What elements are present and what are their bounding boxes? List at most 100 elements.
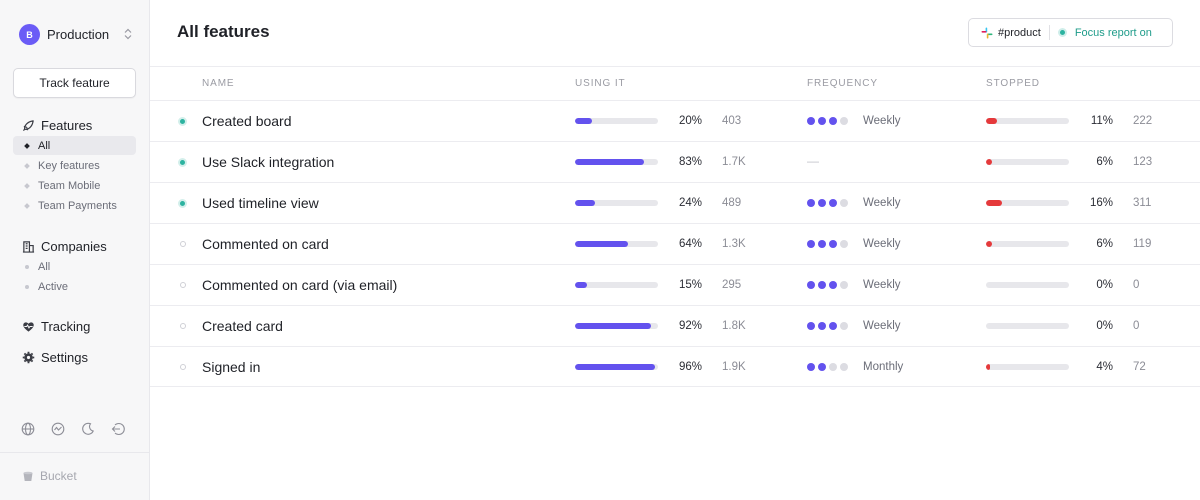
stopped-percent: 16% xyxy=(1089,197,1113,209)
status-indicator xyxy=(180,364,186,370)
nav-companies-all[interactable]: All xyxy=(13,257,136,276)
table-row[interactable]: Created board 20% 403 Weekly 11% 222 xyxy=(150,100,1200,141)
frequency-dot xyxy=(840,240,848,248)
companies-nav: Companies All Active xyxy=(0,236,150,296)
frequency-dot xyxy=(829,322,837,330)
table-row[interactable]: Commented on card (via email) 15% 295 We… xyxy=(150,264,1200,305)
frequency-label: Weekly xyxy=(863,320,901,332)
stopped-count: 0 xyxy=(1133,320,1140,332)
stopped-progress-bar xyxy=(986,282,1069,288)
frequency-dot xyxy=(818,281,826,289)
diamond-icon xyxy=(24,142,30,149)
feature-name: Used timeline view xyxy=(202,195,319,211)
using-progress-bar xyxy=(575,241,658,247)
moon-icon[interactable] xyxy=(81,422,95,436)
nav-item-label: Active xyxy=(38,280,68,293)
diamond-icon xyxy=(24,162,30,169)
frequency-dot xyxy=(840,322,848,330)
frequency-dot xyxy=(840,199,848,207)
stopped-percent: 4% xyxy=(1096,361,1113,373)
frequency-dot xyxy=(829,281,837,289)
stopped-count: 72 xyxy=(1133,361,1146,373)
chevron-up-down-icon xyxy=(123,28,133,41)
frequency-label: Monthly xyxy=(863,361,904,373)
feature-name: Commented on card xyxy=(202,236,329,252)
frequency-dot xyxy=(818,363,826,371)
stopped-count: 123 xyxy=(1133,156,1153,168)
activity-icon[interactable] xyxy=(51,422,65,436)
frequency-dots xyxy=(807,322,848,330)
frequency-dot xyxy=(829,240,837,248)
globe-icon[interactable] xyxy=(21,422,35,436)
using-progress-fill xyxy=(575,159,644,165)
frequency-dots xyxy=(807,199,848,207)
frequency-label: Weekly xyxy=(863,197,901,209)
status-indicator xyxy=(178,117,187,126)
bucket-icon xyxy=(23,471,33,481)
logout-icon[interactable] xyxy=(111,422,125,436)
nav-companies[interactable]: Companies xyxy=(0,236,150,256)
using-count: 1.9K xyxy=(722,361,746,373)
status-indicator xyxy=(180,241,186,247)
environment-switcher[interactable]: B Production xyxy=(19,24,133,45)
stopped-progress-bar xyxy=(986,241,1069,247)
nav-features[interactable]: Features xyxy=(0,115,150,135)
feature-name: Created card xyxy=(202,318,283,334)
stopped-percent: 0% xyxy=(1096,279,1113,291)
gear-icon xyxy=(22,351,35,363)
using-progress-bar xyxy=(575,282,658,288)
frequency-dot xyxy=(840,117,848,125)
nav-item-label: Team Payments xyxy=(38,199,117,212)
nav-companies-label: Companies xyxy=(41,238,107,254)
features-table: Created board 20% 403 Weekly 11% 222 Use… xyxy=(150,100,1200,387)
table-row[interactable]: Created card 92% 1.8K Weekly 0% 0 xyxy=(150,305,1200,346)
frequency-label: Weekly xyxy=(863,279,901,291)
feature-name: Commented on card (via email) xyxy=(202,277,398,293)
brand-name: Bucket xyxy=(40,469,77,483)
stopped-progress-fill xyxy=(986,159,992,165)
stopped-count: 0 xyxy=(1133,279,1140,291)
nav-tracking[interactable]: Tracking xyxy=(0,316,150,336)
header-divider xyxy=(150,66,1200,67)
frequency-label: Weekly xyxy=(863,115,901,127)
frequency-dot xyxy=(807,322,815,330)
using-progress-fill xyxy=(575,118,592,124)
nav-features-team-payments[interactable]: Team Payments xyxy=(13,196,136,215)
nav-settings[interactable]: Settings xyxy=(0,347,150,367)
slack-focus-report[interactable]: #product Focus report on xyxy=(968,18,1173,47)
stopped-progress-fill xyxy=(986,241,992,247)
using-percent: 83% xyxy=(678,156,702,168)
using-progress-bar xyxy=(575,364,658,370)
stopped-count: 311 xyxy=(1133,197,1152,209)
frequency-dot xyxy=(807,363,815,371)
table-row[interactable]: Used timeline view 24% 489 Weekly 16% 31… xyxy=(150,182,1200,223)
frequency-dot xyxy=(807,199,815,207)
frequency-dot xyxy=(818,322,826,330)
track-feature-button[interactable]: Track feature xyxy=(13,68,136,98)
stopped-count: 119 xyxy=(1133,238,1152,250)
nav-features-key-features[interactable]: Key features xyxy=(13,156,136,175)
column-header-stopped[interactable]: STOPPED xyxy=(986,78,1040,89)
stopped-progress-fill xyxy=(986,118,997,124)
column-header-using[interactable]: USING IT xyxy=(575,78,626,89)
sidebar-footer-icons xyxy=(21,422,125,436)
column-header-name[interactable]: NAME xyxy=(202,78,235,89)
frequency-dots xyxy=(807,240,848,248)
table-row[interactable]: Signed in 96% 1.9K Monthly 4% 72 xyxy=(150,346,1200,387)
nav-item-label: Key features xyxy=(38,159,100,172)
using-progress-fill xyxy=(575,200,595,206)
using-count: 1.3K xyxy=(722,238,746,250)
column-header-frequency[interactable]: FREQUENCY xyxy=(807,78,878,89)
table-row[interactable]: Commented on card 64% 1.3K Weekly 6% 119 xyxy=(150,223,1200,264)
nav-item-label: All xyxy=(38,260,51,273)
using-count: 489 xyxy=(722,197,742,209)
stopped-progress-bar xyxy=(986,118,1069,124)
nav-features-team-mobile[interactable]: Team Mobile xyxy=(13,176,136,195)
nav-features-all[interactable]: All xyxy=(13,136,136,155)
status-indicator xyxy=(178,199,187,208)
nav-companies-active[interactable]: Active xyxy=(13,277,136,296)
frequency-dot xyxy=(829,363,837,371)
using-progress-fill xyxy=(575,241,629,247)
table-row[interactable]: Use Slack integration 83% 1.7K — 6% 123 xyxy=(150,141,1200,182)
environment-avatar: B xyxy=(19,24,40,45)
